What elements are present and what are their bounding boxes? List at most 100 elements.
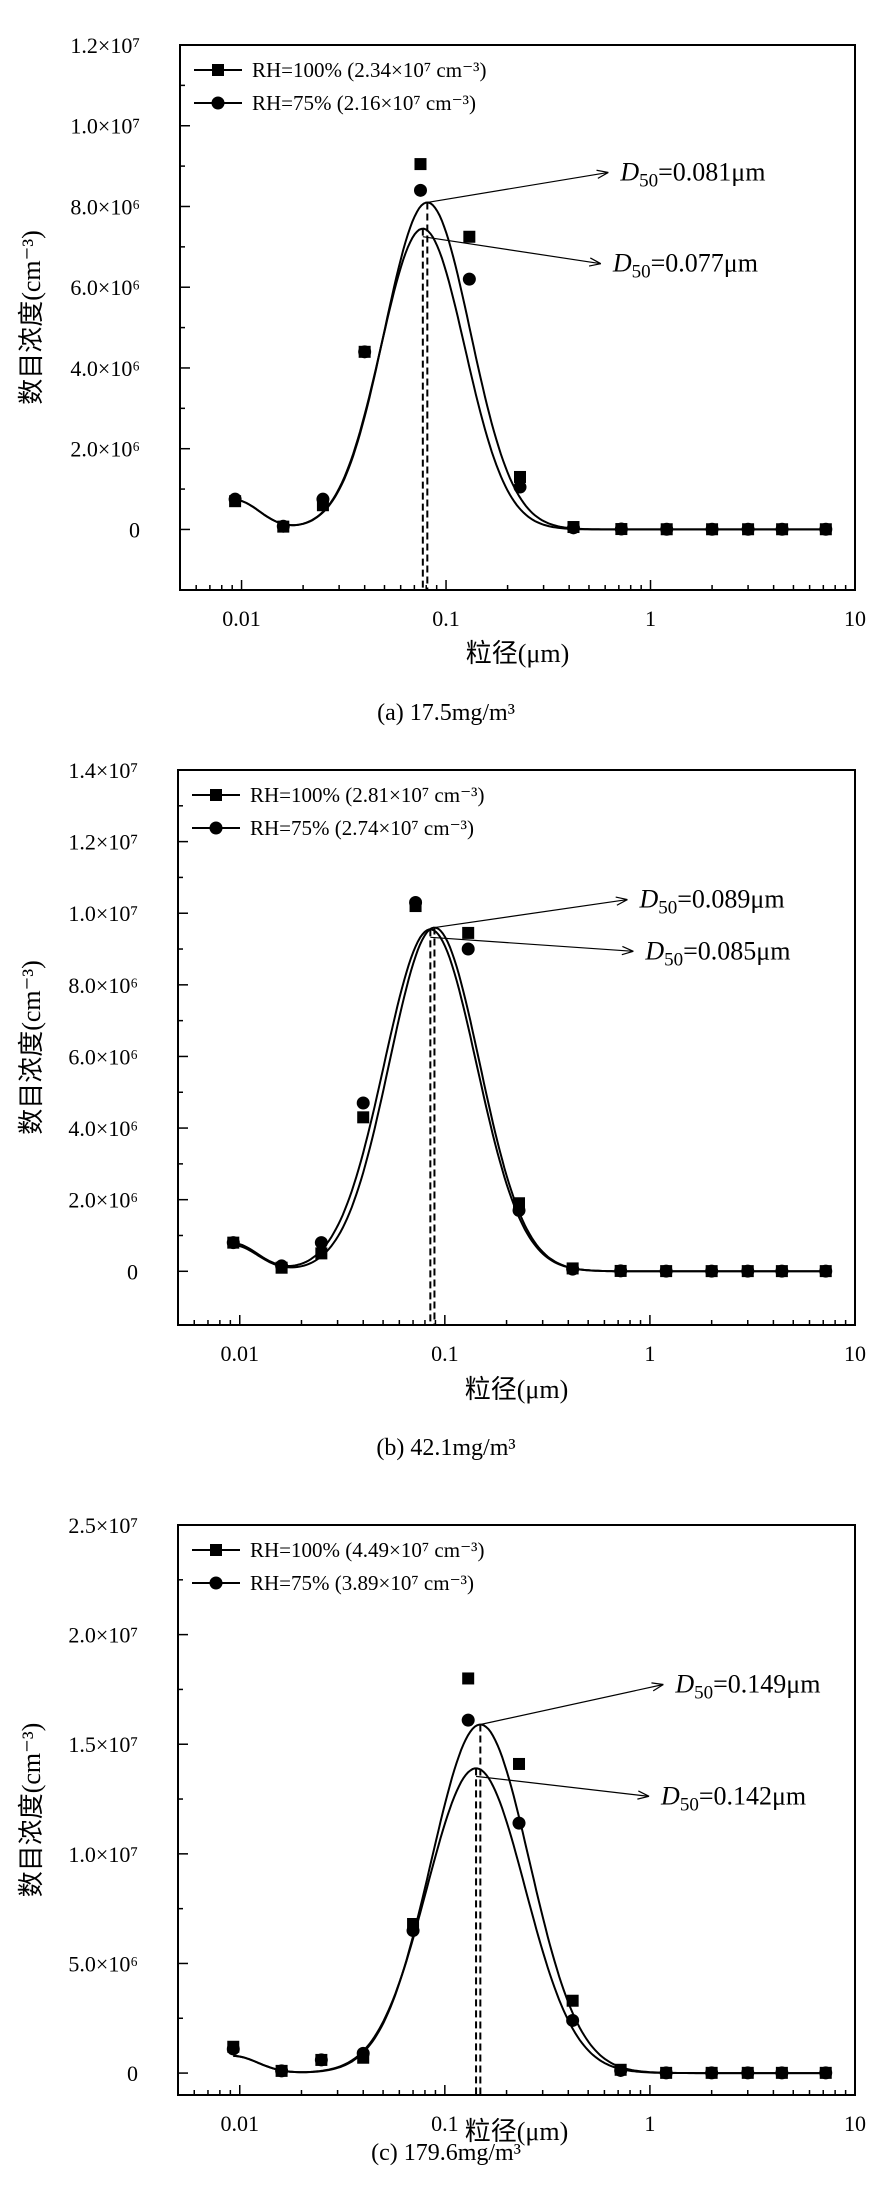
data-point-circle xyxy=(461,1713,475,1727)
annotation-arrow xyxy=(480,1683,664,1726)
annotation-arrow xyxy=(475,1775,650,1797)
legend-label: RH=100% (2.34×10⁷ cm⁻³) xyxy=(252,58,486,82)
data-point-circle xyxy=(228,492,242,506)
data-point-circle xyxy=(741,2066,755,2080)
panel-caption: (c) 179.6mg/m³ xyxy=(371,2140,521,2166)
data-point-circle xyxy=(819,1264,833,1278)
y-tick-label: 1.5×10⁷ xyxy=(68,1732,138,1757)
x-tick-label: 0.01 xyxy=(222,606,261,631)
x-axis-label: 粒径(μm) xyxy=(466,639,569,668)
y-tick-label: 1.2×10⁷ xyxy=(68,830,138,855)
annotation-arrowhead xyxy=(621,945,634,956)
annotation-subscript: 50 xyxy=(658,898,677,919)
y-tick-label: 1.0×10⁷ xyxy=(68,1842,138,1867)
y-tick-label: 8.0×10⁶ xyxy=(70,194,140,219)
data-point-circle xyxy=(705,2066,719,2080)
data-point-circle xyxy=(660,522,674,536)
x-tick-label: 1 xyxy=(644,1341,655,1366)
data-point-circle xyxy=(461,942,475,956)
d50-annotation: D50=0.149μm xyxy=(674,1670,820,1704)
annotation-arrow xyxy=(434,898,628,929)
data-point-circle xyxy=(406,1924,420,1938)
y-tick-label: 2.0×10⁷ xyxy=(68,1623,138,1648)
y-tick-label: 0 xyxy=(127,2061,138,2086)
annotation-arrowhead xyxy=(588,257,602,267)
y-tick-label: 2.0×10⁶ xyxy=(68,1188,138,1213)
x-tick-label: 0.1 xyxy=(432,606,460,631)
y-tick-label: 6.0×10⁶ xyxy=(70,275,140,300)
data-point-circle xyxy=(513,480,527,494)
legend-label: RH=75% (3.89×10⁷ cm⁻³) xyxy=(250,1571,474,1595)
data-point-square xyxy=(463,230,476,243)
x-tick-label: 1 xyxy=(644,2111,655,2136)
fit-curve-series-0 xyxy=(233,1723,826,2075)
data-point-square xyxy=(513,1757,526,1770)
data-point-circle xyxy=(314,2053,328,2067)
annotation-arrow xyxy=(430,936,634,952)
data-point-circle xyxy=(314,1236,328,1250)
data-point-circle xyxy=(614,2063,628,2077)
data-point-square xyxy=(566,1994,579,2007)
data-point-square xyxy=(514,470,527,483)
d50-annotation: D50=0.089μm xyxy=(638,885,784,919)
data-point-circle xyxy=(775,522,789,536)
data-point-circle xyxy=(275,2064,289,2078)
y-tick-label: 0 xyxy=(129,517,140,542)
legend-marker-circle xyxy=(211,96,225,110)
legend-label: RH=75% (2.74×10⁷ cm⁻³) xyxy=(250,816,474,840)
legend-marker-square xyxy=(210,1544,222,1556)
data-point-circle xyxy=(409,895,423,909)
annotation-subscript: 50 xyxy=(632,262,651,283)
legend-marker-square xyxy=(210,789,222,801)
x-tick-label: 1 xyxy=(645,606,656,631)
data-point-circle xyxy=(275,1259,289,1273)
data-point-circle xyxy=(358,345,372,359)
plot-frame xyxy=(177,1524,856,2096)
x-tick-label: 10 xyxy=(844,606,866,631)
panel-caption: (b) 42.1mg/m³ xyxy=(376,1435,515,1461)
data-point-circle xyxy=(819,2066,833,2080)
fit-curve-series-1 xyxy=(233,1767,826,2075)
x-tick-label: 0.01 xyxy=(220,1341,259,1366)
legend-label: RH=100% (4.49×10⁷ cm⁻³) xyxy=(250,1538,484,1562)
y-tick-label: 4.0×10⁶ xyxy=(70,356,140,381)
data-point-circle xyxy=(356,2046,370,2060)
data-point-circle xyxy=(566,2013,580,2027)
chart-panel-0: 0.01 0.1 1 10 0 2.0×10⁶ 4.0×10⁶ 6.0×10⁶ 8.0×10⁶ 1… xyxy=(17,33,866,726)
x-tick-label: 0.1 xyxy=(431,2111,459,2136)
annotation-value: =0.149μm xyxy=(713,1670,820,1699)
data-point-square xyxy=(357,1111,370,1124)
annotation-subscript: 50 xyxy=(694,1683,713,1704)
annotation-subscript: 50 xyxy=(680,1794,699,1815)
y-tick-label: 2.0×10⁶ xyxy=(70,437,140,462)
y-tick-label: 0 xyxy=(127,1259,138,1284)
data-point-circle xyxy=(356,1096,370,1110)
y-axis-label: 数目浓度(cm⁻³) xyxy=(17,960,46,1135)
data-point-circle xyxy=(705,522,719,536)
data-point-circle xyxy=(276,519,290,533)
panel-caption: (a) 17.5mg/m³ xyxy=(377,700,515,726)
x-axis-label: 粒径(μm) xyxy=(465,1375,568,1404)
fit-curve-series-1 xyxy=(235,227,826,531)
data-point-circle xyxy=(819,522,833,536)
x-tick-label: 0.01 xyxy=(220,2111,259,2136)
y-tick-label: 1.4×10⁷ xyxy=(68,758,138,783)
data-point-circle xyxy=(659,2066,673,2080)
data-point-circle xyxy=(512,1816,526,1830)
annotation-arrowhead xyxy=(651,1682,664,1692)
d50-annotation: D50=0.077μm xyxy=(612,249,758,283)
annotation-arrowhead xyxy=(615,896,628,906)
plot-frame xyxy=(177,769,856,1326)
annotation-symbol: D xyxy=(660,1781,680,1810)
annotation-arrow xyxy=(422,236,601,265)
d50-annotation: D50=0.081μm xyxy=(619,157,765,191)
data-point-circle xyxy=(614,1264,628,1278)
data-point-circle xyxy=(775,2066,789,2080)
y-axis-label: 数目浓度(cm⁻³) xyxy=(17,230,46,405)
data-point-circle xyxy=(413,183,427,197)
legend-label: RH=75% (2.16×10⁷ cm⁻³) xyxy=(252,91,476,115)
annotation-subscript: 50 xyxy=(639,170,658,191)
data-point-circle xyxy=(705,1264,719,1278)
annotation-arrowhead xyxy=(637,1790,650,1800)
